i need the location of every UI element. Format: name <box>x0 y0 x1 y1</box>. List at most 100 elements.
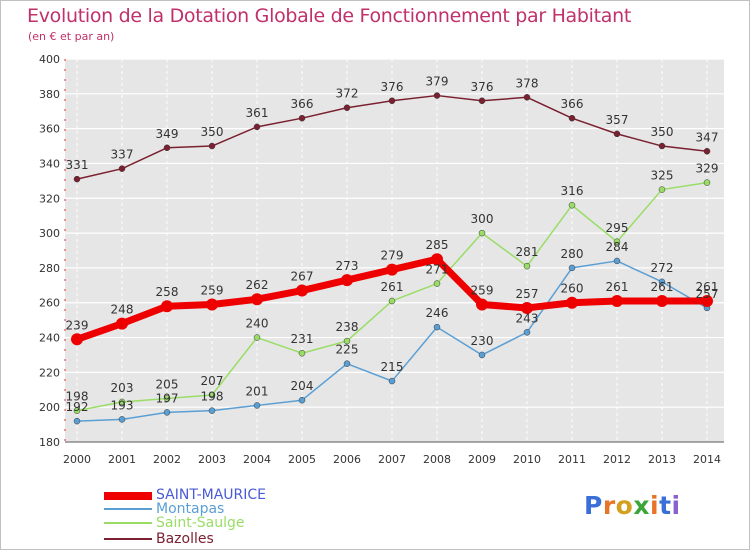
y-tick-label: 340 <box>39 157 60 170</box>
data-label: 205 <box>156 377 179 391</box>
y-tick-label: 220 <box>39 366 60 379</box>
x-tick-label: 2002 <box>153 453 181 466</box>
data-label: 259 <box>471 283 494 297</box>
data-point-bazolles <box>163 144 171 152</box>
data-label: 231 <box>291 332 314 346</box>
data-point-saint-saulge <box>478 229 486 237</box>
data-label: 239 <box>66 318 89 332</box>
data-point-saint-saulge <box>343 337 351 345</box>
data-label: 243 <box>516 311 539 325</box>
legend-item-montapas: Montapas <box>104 501 364 517</box>
vertical-gridlines <box>76 59 708 442</box>
y-tick-label: 320 <box>39 192 60 205</box>
chart-title: Evolution de la Dotation Globale de Fonc… <box>27 5 632 27</box>
data-label: 329 <box>696 162 719 176</box>
data-point-saint-saulge <box>253 334 261 341</box>
x-tick-label: 2005 <box>288 453 316 466</box>
data-label: 261 <box>606 280 629 294</box>
legend-label: Saint-Saulge <box>156 515 245 531</box>
data-point-montapas <box>163 409 171 416</box>
data-label: 207 <box>201 374 224 388</box>
data-label: 366 <box>561 97 584 111</box>
data-point-saint-maurice <box>656 294 668 307</box>
data-label: 203 <box>111 381 134 395</box>
data-label: 285 <box>426 238 449 252</box>
data-point-saint-maurice <box>431 253 443 266</box>
data-point-saint-saulge <box>208 391 216 399</box>
data-point-montapas <box>388 377 396 385</box>
x-tick-label: 2004 <box>243 453 271 466</box>
legend-label: Bazolles <box>156 531 214 547</box>
data-point-saint-maurice <box>611 294 623 307</box>
data-label: 215 <box>381 360 404 374</box>
data-label: 193 <box>111 398 134 412</box>
legend-item-bazolles: Bazolles <box>104 531 364 547</box>
x-tick-label: 2013 <box>648 453 676 466</box>
data-label: 259 <box>201 283 224 297</box>
data-point-saint-saulge <box>703 179 711 186</box>
data-point-montapas <box>343 360 351 367</box>
data-label: 262 <box>246 278 269 292</box>
data-label: 258 <box>156 285 179 299</box>
data-point-bazolles <box>118 165 126 172</box>
x-tick-label: 2007 <box>378 453 406 466</box>
data-point-saint-saulge <box>568 201 576 209</box>
data-point-saint-maurice <box>206 298 218 311</box>
y-tick-label: 240 <box>39 332 60 345</box>
data-label: 295 <box>606 221 629 235</box>
data-point-saint-saulge <box>118 398 126 406</box>
data-point-saint-saulge <box>433 280 441 287</box>
data-point-bazolles <box>388 97 396 105</box>
data-label: 261 <box>696 280 719 294</box>
data-label: 246 <box>426 306 449 320</box>
data-point-saint-maurice <box>341 274 353 287</box>
data-label: 238 <box>336 320 359 334</box>
data-point-bazolles <box>568 114 576 122</box>
legend-item-saint-saulge: Saint-Saulge <box>104 515 364 531</box>
data-point-montapas <box>433 323 441 331</box>
x-tick-label: 2003 <box>198 453 226 466</box>
y-tick-label: 280 <box>39 262 60 275</box>
data-point-montapas <box>568 264 576 272</box>
data-label: 281 <box>516 245 539 259</box>
legend-swatch <box>104 492 152 500</box>
data-point-bazolles <box>208 142 216 150</box>
data-point-bazolles <box>478 97 486 105</box>
data-point-bazolles <box>298 114 306 122</box>
data-point-saint-saulge <box>73 407 81 414</box>
data-point-saint-saulge <box>388 297 396 305</box>
data-point-montapas <box>73 417 81 425</box>
data-point-saint-maurice <box>71 333 83 346</box>
data-label: 350 <box>201 125 224 139</box>
data-point-bazolles <box>73 175 81 183</box>
data-point-saint-maurice <box>476 298 488 311</box>
series-layer <box>71 92 713 425</box>
data-point-saint-saulge <box>523 262 531 270</box>
data-point-montapas <box>478 351 486 359</box>
data-label: 201 <box>246 384 269 398</box>
data-label: 337 <box>111 148 134 162</box>
x-tick-label: 2001 <box>108 453 136 466</box>
data-label: 350 <box>651 125 674 139</box>
proxiti-logo: Proxiti <box>584 491 681 520</box>
data-label: 379 <box>426 75 449 89</box>
data-label: 240 <box>246 317 269 331</box>
data-label: 230 <box>471 334 494 348</box>
x-tick-label: 2012 <box>603 453 631 466</box>
data-point-saint-maurice <box>161 300 173 313</box>
data-label: 325 <box>651 169 674 183</box>
data-point-montapas <box>523 329 531 336</box>
data-point-saint-maurice <box>566 296 578 309</box>
y-tick-label: 180 <box>39 436 60 449</box>
data-label: 376 <box>381 80 404 94</box>
x-tick-label: 2006 <box>333 453 361 466</box>
data-point-saint-maurice <box>296 284 308 297</box>
data-point-bazolles <box>343 104 351 111</box>
data-point-saint-maurice <box>521 301 533 314</box>
legend-swatch <box>104 522 152 524</box>
data-point-bazolles <box>433 92 441 99</box>
data-point-saint-maurice <box>251 293 263 306</box>
data-label: 361 <box>246 106 269 120</box>
